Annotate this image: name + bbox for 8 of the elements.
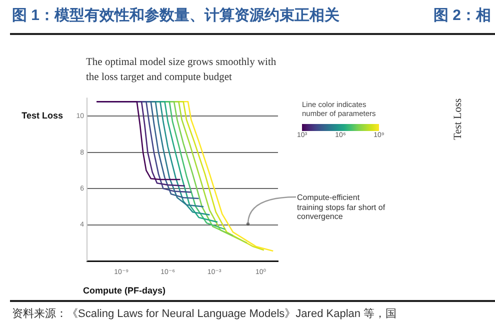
chart-subtitle: The optimal model size grows smoothly with the loss target and compute budget bbox=[86, 56, 278, 85]
x-axis-title: Compute (PF-days) bbox=[83, 285, 166, 296]
caption: 图 2：相 bbox=[433, 6, 491, 25]
text: Test Loss bbox=[452, 97, 464, 140]
chart-title: 图 1：模型有效性和参数量、计算资源约束正相关 bbox=[12, 6, 340, 25]
y-axis-title: Test Loss bbox=[22, 110, 63, 121]
text: Compute-efficient training stops far short of convergence bbox=[297, 193, 386, 222]
text: 资料来源：《Scaling Laws for Neural Language Models》Jared Kaplan 等，国 bbox=[12, 307, 397, 321]
